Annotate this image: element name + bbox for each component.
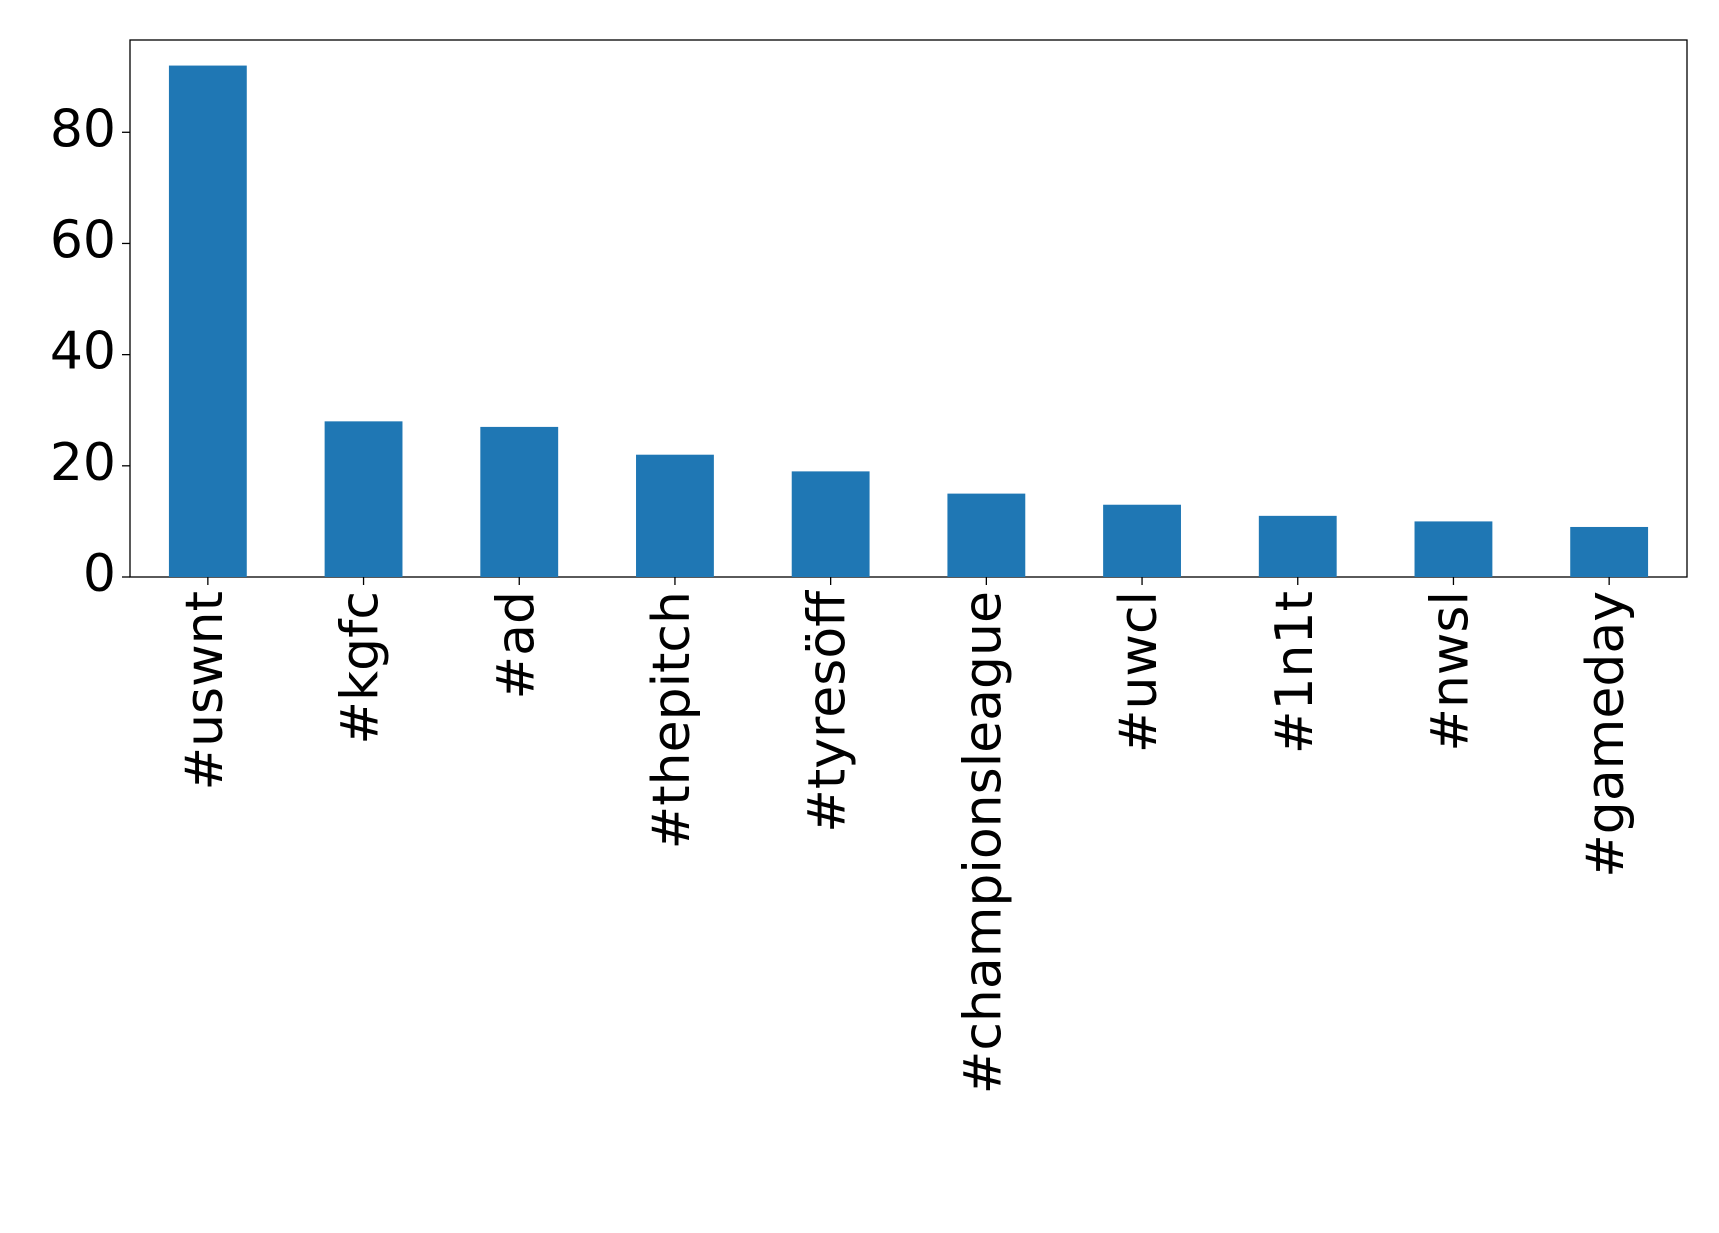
x-tick-label: #thepitch [642,591,702,849]
x-tick-label: #kgfc [331,591,391,745]
x-tick-label: #ad [486,591,546,699]
bar [480,426,559,577]
bar [947,493,1026,577]
bar [1414,521,1493,577]
bar [791,471,870,577]
y-tick-label: 80 [50,99,116,159]
y-tick-label: 60 [50,210,116,270]
x-tick-label: #championsleague [953,591,1013,1094]
x-tick-label: #uwcl [1109,591,1169,753]
bar [1570,526,1649,577]
x-tick-label: #nwsl [1420,591,1480,752]
x-tick-label: #1n1t [1265,591,1325,754]
bar [168,65,247,578]
plot-frame [129,39,1688,578]
bar [1258,515,1337,577]
x-tick-label: #uswnt [175,591,235,791]
y-tick-label: 20 [50,433,116,493]
y-tick-label: 0 [83,544,116,604]
bar [324,421,403,577]
y-tick-label: 40 [50,322,116,382]
bar [1103,504,1181,577]
bar [636,454,714,577]
x-tick-label: #tyresöff [798,590,858,833]
x-tick-label: #gameday [1576,591,1636,878]
